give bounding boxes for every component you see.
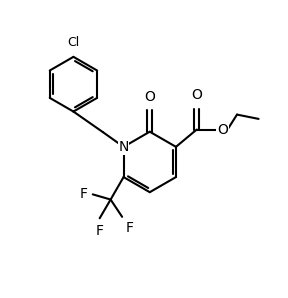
Text: F: F: [96, 224, 104, 238]
Text: N: N: [118, 140, 129, 154]
Text: O: O: [191, 89, 202, 103]
Text: O: O: [144, 90, 155, 104]
Text: O: O: [217, 122, 228, 136]
Text: F: F: [126, 221, 134, 235]
Text: F: F: [79, 187, 88, 201]
Text: Cl: Cl: [67, 36, 79, 49]
